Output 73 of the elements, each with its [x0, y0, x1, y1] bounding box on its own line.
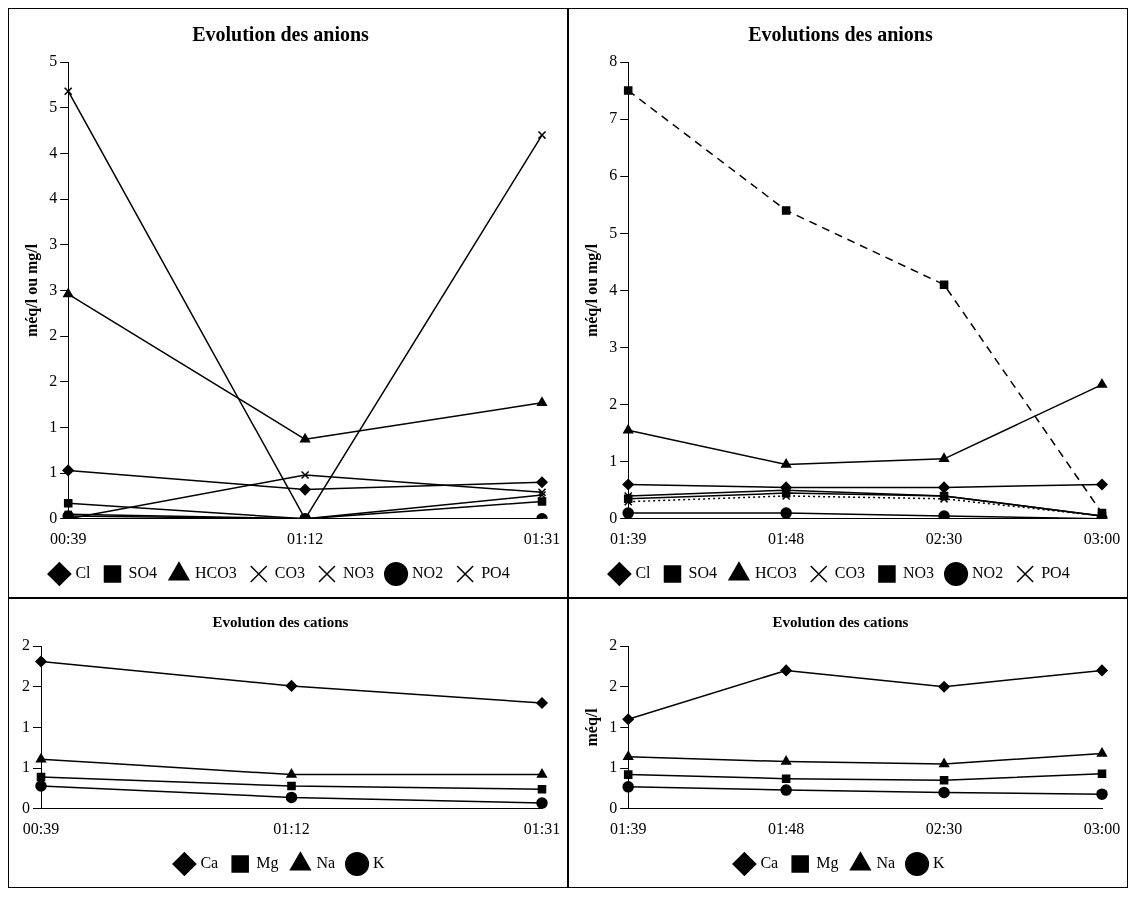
x-tick-label: 03:00: [1083, 819, 1121, 837]
legend-label: Ca: [200, 854, 219, 872]
legend-label: PO4: [1041, 564, 1070, 582]
y-tick-label: 2: [609, 676, 618, 694]
legend-label: K: [933, 854, 946, 872]
chart-title: Evolution des cations: [212, 613, 349, 630]
legend-label: SO4: [688, 564, 717, 582]
x-tick-label: 01:12: [273, 819, 310, 837]
x-tick-label: 01:12: [286, 529, 324, 547]
y-tick-label: 8: [609, 52, 618, 70]
y-tick-label: 1: [22, 758, 30, 776]
x-tick-label: 01:48: [767, 819, 805, 837]
y-tick-label: 1: [49, 417, 58, 435]
legend-label: NO2: [972, 564, 1004, 582]
legend-label: Cl: [635, 564, 652, 582]
legend-label: Ca: [760, 854, 779, 872]
x-tick-label: 01:31: [523, 819, 561, 837]
legend-label: NO2: [412, 564, 444, 582]
y-tick-label: 2: [22, 676, 30, 694]
y-tick-label: 4: [609, 280, 618, 298]
y-tick-label: 5: [609, 223, 618, 241]
y-tick-label: 4: [49, 189, 58, 207]
y-axis-title: méq/l ou mg/l: [582, 243, 601, 338]
x-tick-label: 03:00: [1083, 529, 1121, 547]
y-tick-label: 3: [49, 280, 58, 298]
legend-label: NO3: [342, 564, 375, 582]
legend-label: Na: [316, 854, 336, 872]
y-tick-label: 3: [49, 234, 58, 252]
x-tick-label: 01:39: [609, 529, 647, 547]
x-tick-label: 02:30: [925, 819, 963, 837]
x-tick-label: 02:30: [925, 529, 963, 547]
legend-label: HCO3: [194, 564, 237, 582]
y-tick-label: 5: [49, 97, 58, 115]
y-tick-label: 2: [609, 394, 618, 412]
y-tick-label: 0: [609, 509, 618, 526]
legend-label: CO3: [834, 564, 865, 582]
legend-label: HCO3: [754, 564, 797, 582]
x-tick-label: 01:48: [767, 529, 805, 547]
y-tick-label: 1: [609, 717, 618, 735]
x-tick-label: 00:39: [49, 529, 87, 547]
y-tick-label: 1: [22, 717, 30, 735]
y-tick-label: 0: [22, 799, 30, 816]
chart-title: Evolutions des anions: [748, 23, 933, 46]
chart-title: Evolution des anions: [192, 23, 370, 46]
x-tick-label: 00:39: [22, 819, 60, 837]
legend-label: Cl: [75, 564, 92, 582]
y-tick-label: 0: [49, 509, 58, 526]
legend-label: SO4: [128, 564, 157, 582]
y-tick-label: 2: [49, 326, 58, 344]
y-tick-label: 3: [609, 337, 618, 355]
y-axis-title: méq/l ou mg/l: [22, 243, 41, 338]
y-tick-label: 1: [49, 463, 58, 481]
legend-label: Na: [876, 854, 896, 872]
y-axis-title: méq/l: [582, 707, 601, 747]
y-tick-label: 0: [609, 799, 618, 816]
legend-label: NO3: [902, 564, 935, 582]
y-tick-label: 4: [49, 143, 58, 161]
chart-title: Evolution des cations: [772, 613, 909, 630]
legend-label: K: [373, 854, 386, 872]
x-tick-label: 01:31: [523, 529, 561, 547]
x-tick-label: 01:39: [609, 819, 647, 837]
y-tick-label: 2: [609, 636, 618, 654]
y-tick-label: 1: [609, 451, 618, 469]
legend-label: Mg: [256, 854, 279, 873]
y-tick-label: 6: [609, 166, 618, 184]
legend-label: CO3: [274, 564, 305, 582]
y-tick-label: 7: [609, 109, 618, 127]
y-tick-label: 1: [609, 758, 618, 776]
y-tick-label: 2: [49, 371, 58, 389]
legend-label: Mg: [816, 854, 839, 873]
y-tick-label: 5: [49, 52, 58, 70]
y-tick-label: 2: [22, 636, 30, 654]
legend-label: PO4: [481, 564, 510, 582]
